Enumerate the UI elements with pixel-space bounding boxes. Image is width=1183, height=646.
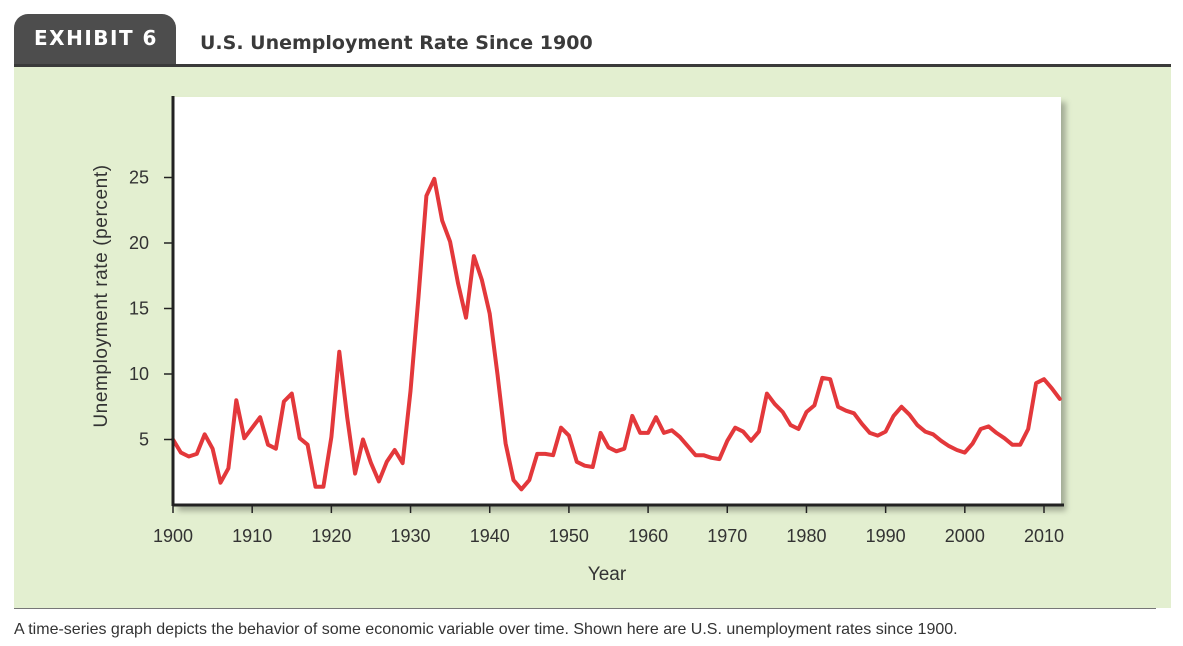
x-tick-label: 1950 xyxy=(549,526,589,546)
x-axis-label: Year xyxy=(588,564,627,585)
x-tick-label: 2000 xyxy=(945,526,985,546)
x-tick-label: 1980 xyxy=(786,526,826,546)
x-tick-label: 1930 xyxy=(391,526,431,546)
header-rule xyxy=(14,64,1171,67)
y-tick-label: 20 xyxy=(129,233,149,253)
x-tick-label: 1960 xyxy=(628,526,668,546)
y-tick-label: 10 xyxy=(129,364,149,384)
plot-area xyxy=(173,97,1061,506)
x-tick-label: 1990 xyxy=(866,526,906,546)
x-tick-label: 2010 xyxy=(1024,526,1064,546)
figure-caption: A time-series graph depicts the behavior… xyxy=(14,621,958,638)
y-tick-label: 5 xyxy=(139,430,149,450)
exhibit-label: EXHIBIT 6 xyxy=(34,26,158,50)
exhibit-tab xyxy=(14,14,176,66)
unemployment-line xyxy=(171,176,1062,492)
x-tick-label: 1900 xyxy=(153,526,193,546)
y-tick-label: 25 xyxy=(129,168,149,188)
x-tick-label: 1970 xyxy=(707,526,747,546)
x-tick-label: 1910 xyxy=(232,526,272,546)
x-tick-label: 1940 xyxy=(470,526,510,546)
caption-rule xyxy=(14,608,1156,609)
x-tick-label: 1920 xyxy=(311,526,351,546)
y-tick-label: 15 xyxy=(129,299,149,319)
chart-title: U.S. Unemployment Rate Since 1900 xyxy=(200,32,593,54)
y-axis-label: Unemployment rate (percent) xyxy=(91,164,112,427)
